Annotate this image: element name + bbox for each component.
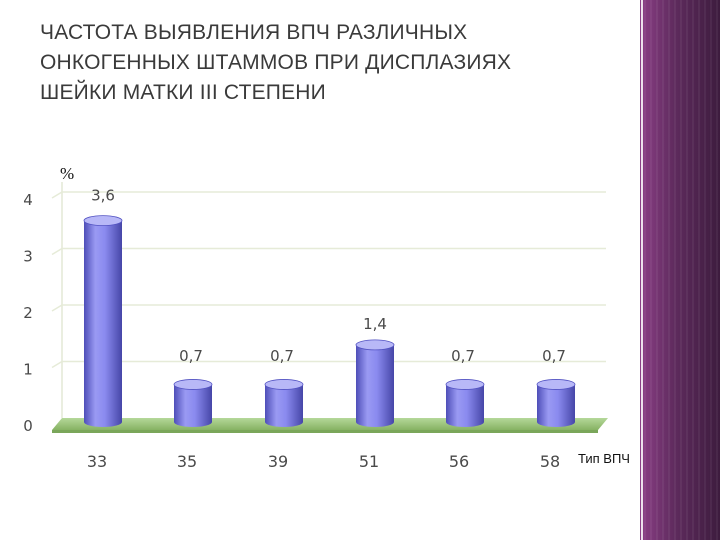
- bar-body: [265, 384, 303, 427]
- y-tick-label: 1: [23, 361, 33, 379]
- gridline-side: [51, 360, 63, 369]
- y-tick-label: 0: [23, 417, 33, 435]
- bar-35: [173, 379, 213, 427]
- title-line-1: ЧАСТОТА ВЫЯВЛЕНИЯ ВПЧ РАЗЛИЧНЫХ: [40, 21, 468, 44]
- x-tick-label-51: 51: [359, 452, 379, 471]
- slide-title: ЧАСТОТА ВЫЯВЛЕНИЯ ВПЧ РАЗЛИЧНЫХ ОНКОГЕНН…: [40, 18, 640, 108]
- title-line-3: ШЕЙКИ МАТКИ III СТЕПЕНИ: [40, 81, 326, 104]
- decorative-side-stripes: [644, 0, 720, 540]
- bar-cap: [264, 379, 304, 390]
- bar-cap: [83, 215, 123, 227]
- gridline-side: [51, 191, 63, 199]
- bar-chart: 0 1 2 3 4 3,6 33 0,7 35 0,7 39 1,4 51 0,7 56 0,7 58: [23, 182, 608, 471]
- bar-body: [446, 384, 484, 427]
- x-axis-title: Тип ВПЧ: [578, 451, 630, 466]
- gridline-side: [51, 304, 63, 312]
- data-label-33: 3,6: [91, 187, 115, 205]
- decorative-side-line: [641, 0, 643, 540]
- y-tick-label: 3: [23, 248, 33, 266]
- bar-56: [445, 379, 485, 427]
- y-tick-label: 2: [23, 304, 33, 322]
- x-tick-label-56: 56: [449, 452, 469, 471]
- data-label-39: 0,7: [270, 347, 294, 365]
- data-label-35: 0,7: [179, 347, 203, 365]
- x-tick-label-39: 39: [268, 452, 288, 471]
- bar-cap: [445, 379, 485, 390]
- bar-51: [355, 339, 395, 427]
- data-label-56: 0,7: [451, 347, 475, 365]
- bar-body: [84, 220, 122, 427]
- chart-floor-top: [52, 418, 608, 430]
- x-tick-label-35: 35: [177, 452, 197, 471]
- chart-floor-front: [52, 430, 598, 433]
- bar-cap: [536, 379, 576, 390]
- decorative-side-band: [640, 0, 720, 540]
- bar-cap: [173, 379, 213, 390]
- bar-33: [83, 215, 123, 427]
- title-line-2: ОНКОГЕННЫХ ШТАММОВ ПРИ ДИСПЛАЗИЯХ: [40, 51, 512, 74]
- bar-58: [536, 379, 576, 427]
- x-tick-label-58: 58: [540, 452, 560, 471]
- y-axis-unit-label: %: [60, 164, 75, 183]
- bar-39: [264, 379, 304, 427]
- bar-cap: [355, 339, 395, 351]
- bar-body: [537, 384, 575, 427]
- x-tick-label-33: 33: [87, 452, 107, 471]
- data-label-58: 0,7: [542, 347, 566, 365]
- gridline-side: [51, 247, 63, 256]
- y-tick-label: 4: [23, 191, 33, 209]
- bar-body: [356, 344, 394, 427]
- data-label-51: 1,4: [363, 315, 387, 333]
- bar-body: [174, 384, 212, 427]
